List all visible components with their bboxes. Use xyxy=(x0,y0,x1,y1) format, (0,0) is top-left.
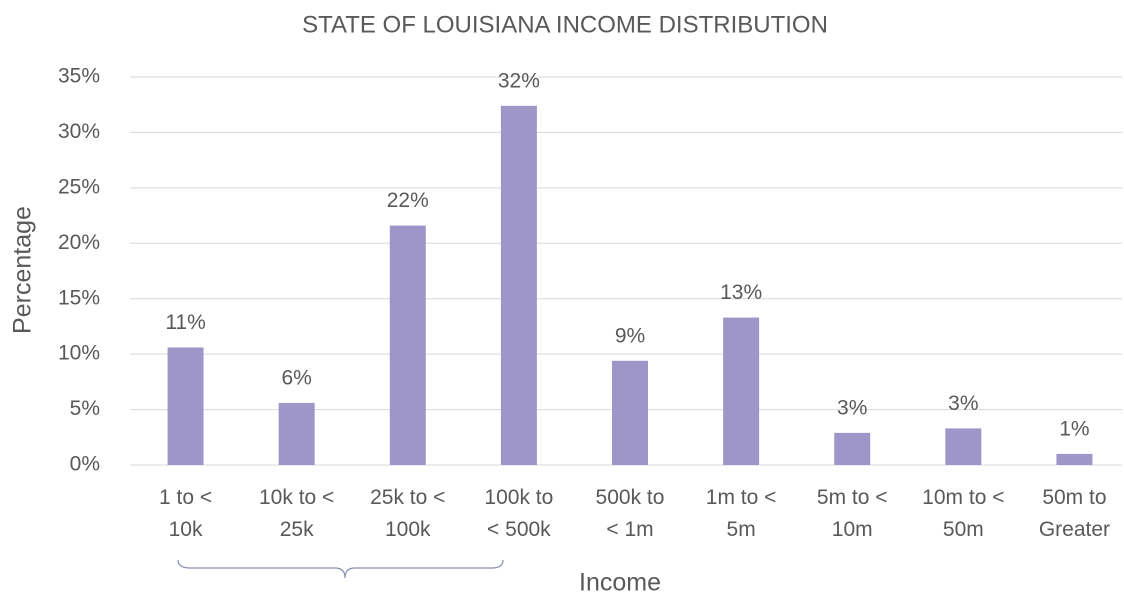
y-tick-label: 25% xyxy=(58,175,100,198)
data-label: 1% xyxy=(1059,417,1089,440)
x-tick-label: 100k to < 500k xyxy=(484,486,554,541)
x-tick-label: 500k to < 1m xyxy=(595,486,665,541)
x-tick-label: 5m to < 10m xyxy=(816,486,888,541)
y-tick-label: 35% xyxy=(58,65,100,88)
x-tick-label: 10k to < 25k xyxy=(259,486,335,541)
data-label: 32% xyxy=(498,69,540,92)
x-tick-label: 50m to Greater xyxy=(1038,486,1111,541)
bar xyxy=(500,105,537,465)
data-label: 13% xyxy=(720,281,762,304)
data-label: 11% xyxy=(165,311,205,334)
data-label: 22% xyxy=(387,189,429,212)
data-label: 9% xyxy=(615,324,645,347)
y-tick-label: 30% xyxy=(58,120,100,143)
bar xyxy=(1056,453,1093,465)
bar xyxy=(278,402,315,465)
bar xyxy=(834,432,871,465)
y-tick-label: 0% xyxy=(70,453,100,476)
x-tick-label: 1m to < 5m xyxy=(705,486,777,541)
bar xyxy=(389,225,426,465)
data-label: 6% xyxy=(281,366,311,389)
bracket xyxy=(177,559,504,579)
data-label: 3% xyxy=(948,392,978,415)
bar xyxy=(723,317,760,465)
y-tick-label: 15% xyxy=(58,286,100,309)
y-tick-label: 10% xyxy=(58,342,100,365)
y-axis-title: Percentage xyxy=(9,206,37,334)
x-tick-label: 25k to < 100k xyxy=(370,486,446,541)
x-tick-label: 10m to < 50m xyxy=(922,486,1005,541)
bar xyxy=(167,347,204,465)
x-tick-label: 1 to < 10k xyxy=(158,486,213,541)
x-axis-title: Income xyxy=(579,569,661,597)
bar xyxy=(612,360,648,465)
y-tick-label: 5% xyxy=(70,397,100,420)
chart-title: STATE OF LOUISIANA INCOME DISTRIBUTION xyxy=(302,11,828,38)
bar xyxy=(945,428,982,465)
y-tick-label: 20% xyxy=(58,231,100,254)
data-label: 3% xyxy=(837,396,867,419)
